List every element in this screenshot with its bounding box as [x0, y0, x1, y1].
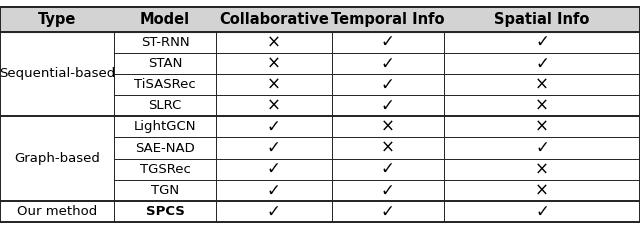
Text: ×: ×: [535, 160, 549, 178]
Text: ×: ×: [267, 54, 281, 72]
Text: ✓: ✓: [381, 33, 395, 51]
Text: Type: Type: [38, 12, 76, 27]
Text: ×: ×: [381, 118, 395, 136]
Text: ✓: ✓: [267, 181, 281, 199]
Text: ✓: ✓: [535, 202, 549, 221]
Text: Collaborative: Collaborative: [219, 12, 329, 27]
Text: ✓: ✓: [267, 118, 281, 136]
Bar: [0, 7, 640, 32]
Text: SAE-NAD: SAE-NAD: [135, 142, 195, 155]
Text: ×: ×: [535, 76, 549, 93]
Text: ST-RNN: ST-RNN: [141, 36, 189, 49]
Text: TGN: TGN: [151, 184, 179, 197]
Text: ✓: ✓: [267, 202, 281, 221]
Text: ✓: ✓: [381, 202, 395, 221]
Text: ✓: ✓: [267, 139, 281, 157]
Text: Graph-based: Graph-based: [14, 152, 100, 165]
Text: Our method: Our method: [17, 205, 97, 218]
Text: ×: ×: [267, 97, 281, 115]
Text: ✓: ✓: [535, 139, 549, 157]
Text: ×: ×: [267, 33, 281, 51]
Text: ✓: ✓: [381, 181, 395, 199]
Text: ×: ×: [267, 76, 281, 93]
Text: ✓: ✓: [381, 97, 395, 115]
Text: ×: ×: [381, 139, 395, 157]
Text: ✓: ✓: [535, 33, 549, 51]
Text: SLRC: SLRC: [148, 99, 182, 112]
Text: ✓: ✓: [381, 160, 395, 178]
Text: ✓: ✓: [535, 54, 549, 72]
Text: TGSRec: TGSRec: [140, 163, 191, 176]
Text: LightGCN: LightGCN: [134, 120, 196, 133]
Text: STAN: STAN: [148, 57, 182, 70]
Text: Spatial Info: Spatial Info: [494, 12, 590, 27]
Text: ×: ×: [535, 118, 549, 136]
Text: ×: ×: [535, 97, 549, 115]
Text: Sequential-based: Sequential-based: [0, 68, 115, 80]
Text: TiSASRec: TiSASRec: [134, 78, 196, 91]
Text: ✓: ✓: [267, 160, 281, 178]
Text: Model: Model: [140, 12, 190, 27]
Text: ✓: ✓: [381, 76, 395, 93]
Text: Temporal Info: Temporal Info: [331, 12, 445, 27]
Text: ×: ×: [535, 181, 549, 199]
Text: ✓: ✓: [381, 54, 395, 72]
Text: SPCS: SPCS: [146, 205, 184, 218]
